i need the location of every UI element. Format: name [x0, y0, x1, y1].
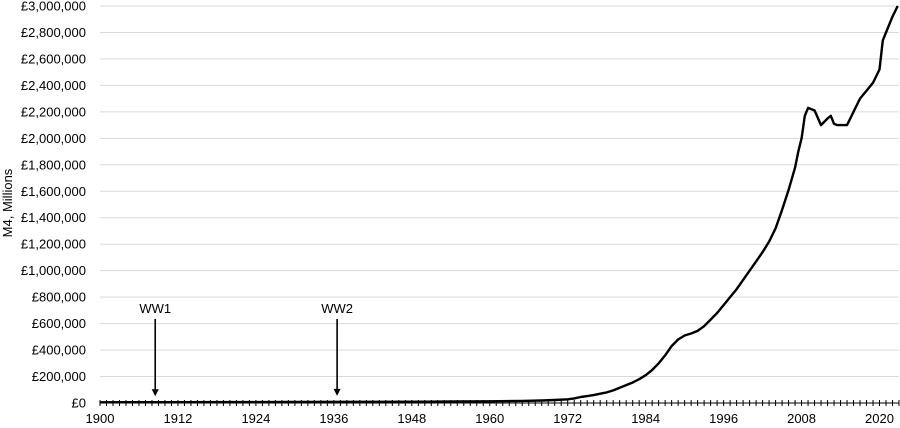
y-tick-label: £1,800,000	[21, 157, 86, 172]
x-tick-label: 1960	[475, 411, 504, 426]
x-tick-label: 1948	[397, 411, 426, 426]
tick-labels: £0 £200,000 £400,000 £600,000 £800,000 £1,000…	[21, 0, 894, 426]
y-tick-label: £1,400,000	[21, 210, 86, 225]
y-tick-label: £2,800,000	[21, 25, 86, 40]
y-tick-label: £1,600,000	[21, 184, 86, 199]
y-tick-label: £600,000	[32, 316, 86, 331]
y-tick-label: £800,000	[32, 290, 86, 305]
y-axis-title: M4, Millions	[0, 168, 15, 237]
y-tick-label: £0	[72, 396, 86, 411]
x-tick-label: 1912	[163, 411, 192, 426]
x-tick-label: 2020	[865, 411, 894, 426]
y-tick-label: £3,000,000	[21, 0, 86, 14]
annotations: WW1 WW2	[139, 301, 353, 397]
y-tick-label: £400,000	[32, 343, 86, 358]
annotation-label: WW2	[321, 301, 353, 316]
x-tick-label: 1936	[319, 411, 348, 426]
annotation-ww2: WW2	[321, 301, 353, 396]
x-tick-label: 1996	[709, 411, 738, 426]
y-tick-label: £2,400,000	[21, 78, 86, 93]
x-tick-label: 1984	[631, 411, 660, 426]
y-tick-label: £2,200,000	[21, 104, 86, 119]
x-tick-label: 1972	[553, 411, 582, 426]
axes	[99, 400, 900, 406]
y-tick-label: £1,000,000	[21, 263, 86, 278]
annotation-label: WW1	[139, 301, 171, 316]
arrow-head-icon	[333, 388, 341, 396]
arrow-head-icon	[151, 389, 159, 397]
y-tick-label: £200,000	[32, 369, 86, 384]
x-tick-label: 2008	[787, 411, 816, 426]
x-tick-label: 1924	[241, 411, 270, 426]
y-tick-label: £2,600,000	[21, 51, 86, 66]
annotation-ww1: WW1	[139, 301, 171, 397]
y-tick-label: £2,000,000	[21, 131, 86, 146]
series-line-m4	[99, 5, 899, 404]
gridlines	[100, 5, 899, 378]
x-tick-label: 1900	[86, 411, 115, 426]
y-tick-label: £1,200,000	[21, 237, 86, 252]
